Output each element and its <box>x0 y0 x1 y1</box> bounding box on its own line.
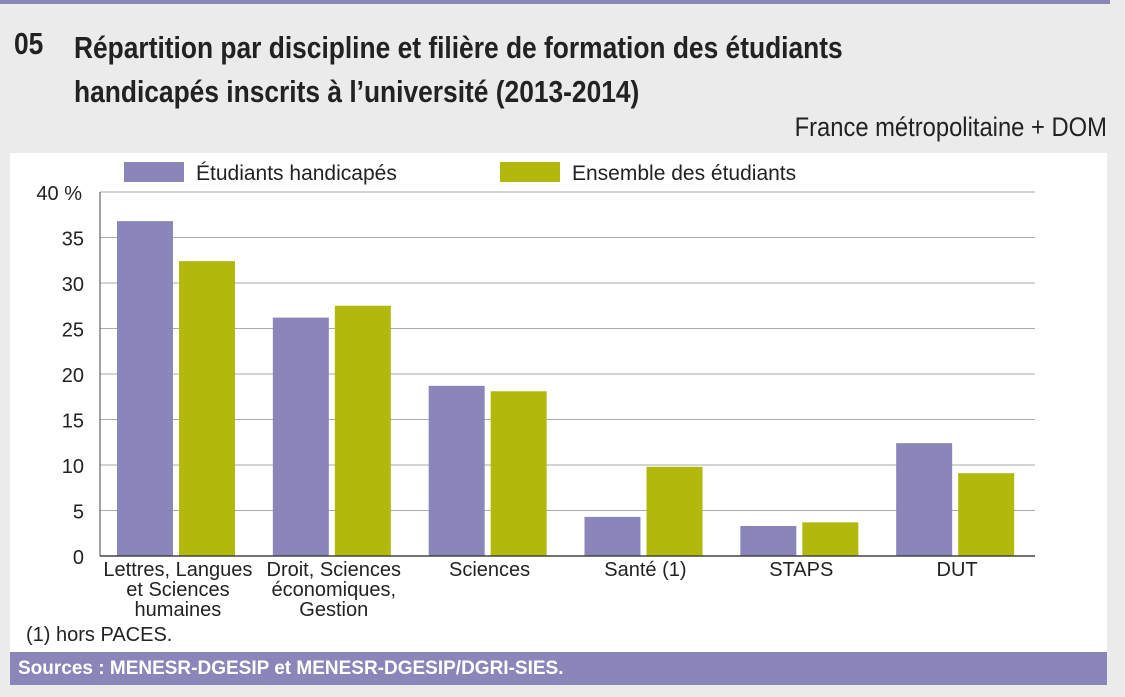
y-tick-label: 30 <box>62 274 84 296</box>
sources-bar: Sources : MENESR-DGESIP et MENESR-DGESIP… <box>10 652 1107 685</box>
x-tick-label: humaines <box>135 599 222 621</box>
bar-ensemble <box>334 305 391 556</box>
x-tick-label: Droit, Sciences <box>267 559 402 581</box>
y-tick-label: 20 <box>62 365 84 387</box>
chart-subtitle: France métropolitaine + DOM <box>794 112 1107 142</box>
y-tick-label: 25 <box>62 320 84 342</box>
top-rule <box>0 0 1110 4</box>
bar-handicapes <box>740 525 797 556</box>
footnote: (1) hors PACES. <box>26 624 172 646</box>
y-tick-label: 35 <box>62 229 84 251</box>
y-tick-label: 40 % <box>36 183 82 205</box>
bar-handicapes <box>896 443 953 556</box>
x-tick-label: Sciences <box>449 559 530 581</box>
y-tick-label: 5 <box>73 502 84 524</box>
y-tick-label: 15 <box>62 411 84 433</box>
bar-ensemble <box>179 261 235 556</box>
legend-swatch <box>500 162 560 182</box>
bar-ensemble <box>646 466 703 556</box>
x-tick-label: DUT <box>937 559 978 581</box>
legend-swatch <box>124 162 184 182</box>
legend-label: Étudiants handicapés <box>196 162 397 185</box>
x-tick-label: STAPS <box>769 559 833 581</box>
bar-ensemble <box>490 391 547 556</box>
bar-ensemble <box>958 473 1015 556</box>
legend-label: Ensemble des étudiants <box>572 162 796 185</box>
bar-handicapes <box>428 385 485 556</box>
x-tick-label: Gestion <box>299 599 368 621</box>
bar-handicapes <box>272 317 329 556</box>
figure-number: 05 <box>14 26 44 61</box>
y-tick-label: 0 <box>73 547 84 569</box>
x-tick-label: et Sciences <box>126 579 229 601</box>
x-tick-label: Lettres, Langues <box>103 559 252 581</box>
y-tick-label: 10 <box>62 456 84 478</box>
x-tick-label: économiques, <box>271 579 396 601</box>
bar-handicapes <box>584 516 641 556</box>
bar-handicapes <box>117 221 173 556</box>
x-tick-label: Santé (1) <box>604 559 686 581</box>
chart-title: Répartition par discipline et filière de… <box>74 30 843 109</box>
bar-ensemble <box>802 522 859 556</box>
